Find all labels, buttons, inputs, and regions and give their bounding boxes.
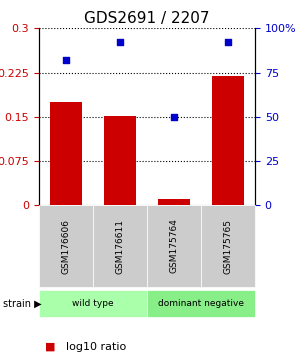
Bar (104, 116, 136, 205)
Bar (158, 199, 190, 205)
Text: GSM175765: GSM175765 (224, 218, 232, 274)
Bar (50, 102, 82, 205)
Text: strain ▶: strain ▶ (3, 298, 42, 309)
Text: ■: ■ (45, 342, 56, 352)
Title: GDS2691 / 2207: GDS2691 / 2207 (84, 11, 210, 26)
Text: dominant negative: dominant negative (158, 299, 244, 308)
Point (64, 57, 68, 63)
Text: wild type: wild type (72, 299, 114, 308)
Point (172, 114, 176, 120)
Text: GSM176611: GSM176611 (116, 218, 124, 274)
Point (226, 40, 230, 45)
Point (118, 40, 122, 45)
Text: log10 ratio: log10 ratio (66, 342, 126, 352)
Bar (212, 75, 244, 205)
Text: GSM176606: GSM176606 (61, 218, 70, 274)
Text: GSM175764: GSM175764 (169, 218, 178, 274)
